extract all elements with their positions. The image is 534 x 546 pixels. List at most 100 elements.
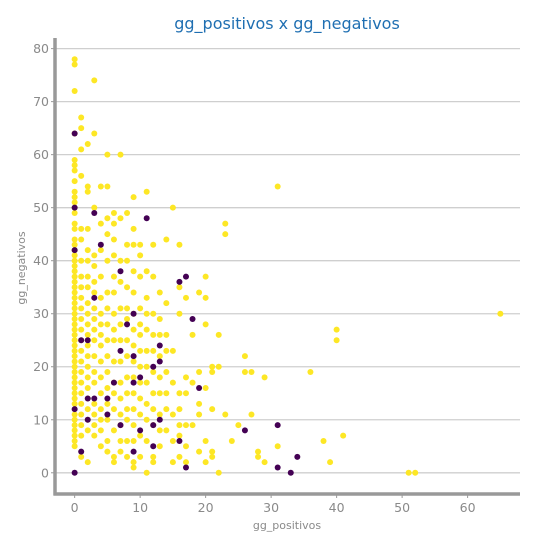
x-tick-label: 60 [460,500,476,515]
x-tick-label: 20 [198,500,214,515]
scatter-point [78,236,85,243]
scatter-point [215,469,222,476]
scatter-point [150,443,157,450]
scatter-point [117,215,124,222]
y-tick-label: 20 [33,359,49,374]
y-tick-label: 30 [33,306,49,321]
scatter-point [71,379,78,386]
scatter-point [78,379,85,386]
scatter-point [84,321,91,328]
scatter-point [71,443,78,450]
scatter-point [110,252,117,259]
scatter-point [110,220,117,227]
scatter-point [91,369,98,376]
scatter-point [182,273,189,280]
scatter-point [137,241,144,248]
scatter-point [91,326,98,333]
scatter-point [137,379,144,386]
scatter-point [150,369,157,376]
scatter-point [143,400,150,407]
scatter-point [71,268,78,275]
scatter-point [130,289,137,296]
scatter-point [97,294,104,301]
scatter-point [156,353,163,360]
scatter-point [209,406,216,413]
scatter-point [137,305,144,312]
scatter-point [104,416,111,423]
scatter-point [71,273,78,280]
scatter-point [91,204,98,211]
scatter-point [117,347,124,354]
scatter-point [176,437,183,444]
y-tick-label: 60 [33,147,49,162]
scatter-point [71,247,78,254]
scatter-point [97,390,104,397]
scatter-point [143,215,150,222]
scatter-point [117,151,124,158]
scatter-point [84,273,91,280]
scatter-point [274,422,281,429]
scatter-point [156,289,163,296]
scatter-point [163,331,170,338]
scatter-point [97,220,104,227]
scatter-point [124,416,131,423]
scatter-point [110,310,117,317]
scatter-point [124,374,131,381]
scatter-point [182,422,189,429]
scatter-point [202,459,209,466]
scatter-point [84,353,91,360]
scatter-point [84,284,91,291]
scatter-point [176,278,183,285]
y-tick-label: 0 [41,465,49,480]
scatter-point [91,400,98,407]
scatter-point [71,395,78,402]
scatter-point [104,151,111,158]
scatter-point [110,337,117,344]
scatter-point [209,448,216,455]
scatter-point [71,422,78,429]
scatter-point [71,209,78,216]
scatter-point [294,453,301,460]
scatter-point [110,390,117,397]
scatter-point [156,358,163,365]
scatter-point [163,236,170,243]
scatter-point [104,384,111,391]
data-points [71,56,504,476]
scatter-point [124,284,131,291]
scatter-point [202,384,209,391]
scatter-point [182,374,189,381]
scatter-point [248,411,255,418]
scatter-point [91,209,98,216]
scatter-point [97,321,104,328]
scatter-point [71,406,78,413]
scatter-point [71,437,78,444]
scatter-point [71,427,78,434]
scatter-point [97,183,104,190]
scatter-point [71,88,78,95]
scatter-point [71,225,78,232]
scatter-point [78,114,85,121]
scatter-point [182,294,189,301]
scatter-point [71,337,78,344]
scatter-point [71,236,78,243]
scatter-point [130,448,137,455]
scatter-point [71,199,78,206]
scatter-point [117,379,124,386]
scatter-point [130,225,137,232]
scatter-point [104,215,111,222]
scatter-point [84,188,91,195]
scatter-point [150,363,157,370]
scatter-point [156,316,163,323]
scatter-point [182,459,189,466]
scatter-point [71,156,78,163]
scatter-point [117,257,124,264]
scatter-point [71,167,78,174]
scatter-point [84,384,91,391]
scatter-point [71,469,78,476]
scatter-point [124,316,131,323]
scatter-point [117,395,124,402]
scatter-point [202,294,209,301]
scatter-point [222,231,229,238]
scatter-point [78,172,85,179]
scatter-point [78,411,85,418]
